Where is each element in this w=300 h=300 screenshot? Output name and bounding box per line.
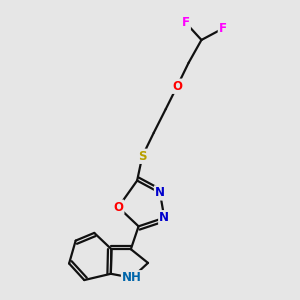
Text: N: N xyxy=(155,186,165,200)
Text: N: N xyxy=(159,211,169,224)
Text: F: F xyxy=(219,22,227,35)
Text: O: O xyxy=(172,80,182,93)
Text: O: O xyxy=(113,201,123,214)
Text: NH: NH xyxy=(122,271,142,284)
Text: F: F xyxy=(182,16,190,29)
Text: S: S xyxy=(138,150,146,163)
